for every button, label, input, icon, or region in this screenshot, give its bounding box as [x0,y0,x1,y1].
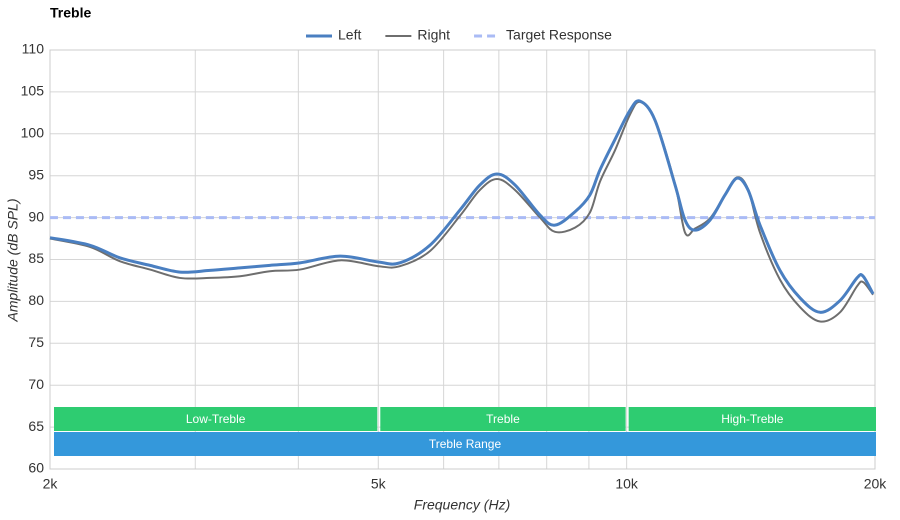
band [380,407,626,431]
y-tick-label: 85 [28,250,44,266]
series-line [49,99,875,314]
legend-label: Right [417,27,450,43]
x-axis-label: Frequency (Hz) [414,497,510,513]
x-tick-label: 10k [615,476,639,492]
y-tick-label: 80 [28,292,44,308]
band [628,407,876,431]
series-line [49,100,874,323]
band [54,432,876,456]
band-label: Low-Treble [186,412,246,426]
y-tick-label: 100 [21,125,45,141]
y-tick-label: 60 [28,460,44,476]
y-tick-label: 105 [21,83,45,99]
band-label: Treble Range [429,437,502,451]
plot-frame [49,49,876,470]
legend-label: Target Response [506,27,612,43]
y-tick-label: 95 [28,166,44,182]
legend-label: Left [338,27,361,43]
y-tick-label: 90 [28,208,44,224]
y-tick-label: 70 [28,376,44,392]
y-tick-label: 65 [28,418,44,434]
chart-title: Treble [50,5,91,21]
y-tick-label: 75 [28,334,44,350]
y-tick-label: 110 [22,41,45,57]
y-axis-label: Amplitude (dB SPL) [5,199,21,323]
band [54,407,378,431]
x-tick-label: 5k [371,476,387,492]
x-tick-label: 20k [864,476,888,492]
band-label: High-Treble [721,412,784,426]
band-label: Treble [486,412,520,426]
x-tick-label: 2k [43,476,59,492]
